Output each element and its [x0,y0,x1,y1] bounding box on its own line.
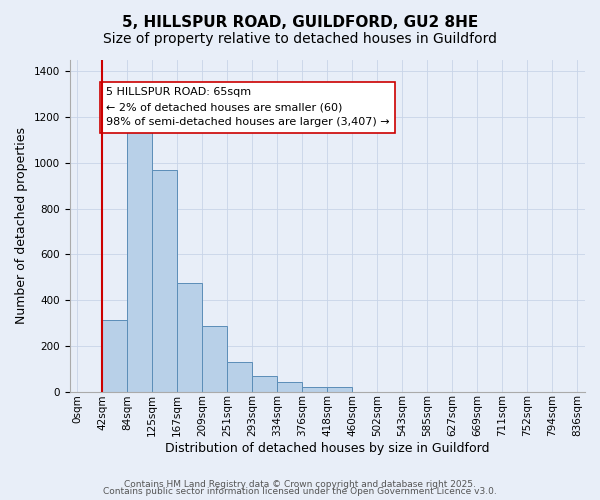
Text: 5, HILLSPUR ROAD, GUILDFORD, GU2 8HE: 5, HILLSPUR ROAD, GUILDFORD, GU2 8HE [122,15,478,30]
Bar [227,362,252,392]
Text: Contains public sector information licensed under the Open Government Licence v3: Contains public sector information licen… [103,487,497,496]
Bar [152,170,177,392]
Bar [277,382,302,392]
Y-axis label: Number of detached properties: Number of detached properties [15,128,28,324]
Text: 5 HILLSPUR ROAD: 65sqm
← 2% of detached houses are smaller (60)
98% of semi-deta: 5 HILLSPUR ROAD: 65sqm ← 2% of detached … [106,88,389,127]
Text: Contains HM Land Registry data © Crown copyright and database right 2025.: Contains HM Land Registry data © Crown c… [124,480,476,489]
Text: Size of property relative to detached houses in Guildford: Size of property relative to detached ho… [103,32,497,46]
Bar [252,376,277,392]
Bar [302,387,327,392]
Bar [177,283,202,392]
Bar [127,132,152,392]
X-axis label: Distribution of detached houses by size in Guildford: Distribution of detached houses by size … [165,442,490,455]
Bar [327,387,352,392]
Bar [102,320,127,392]
Bar [202,326,227,392]
